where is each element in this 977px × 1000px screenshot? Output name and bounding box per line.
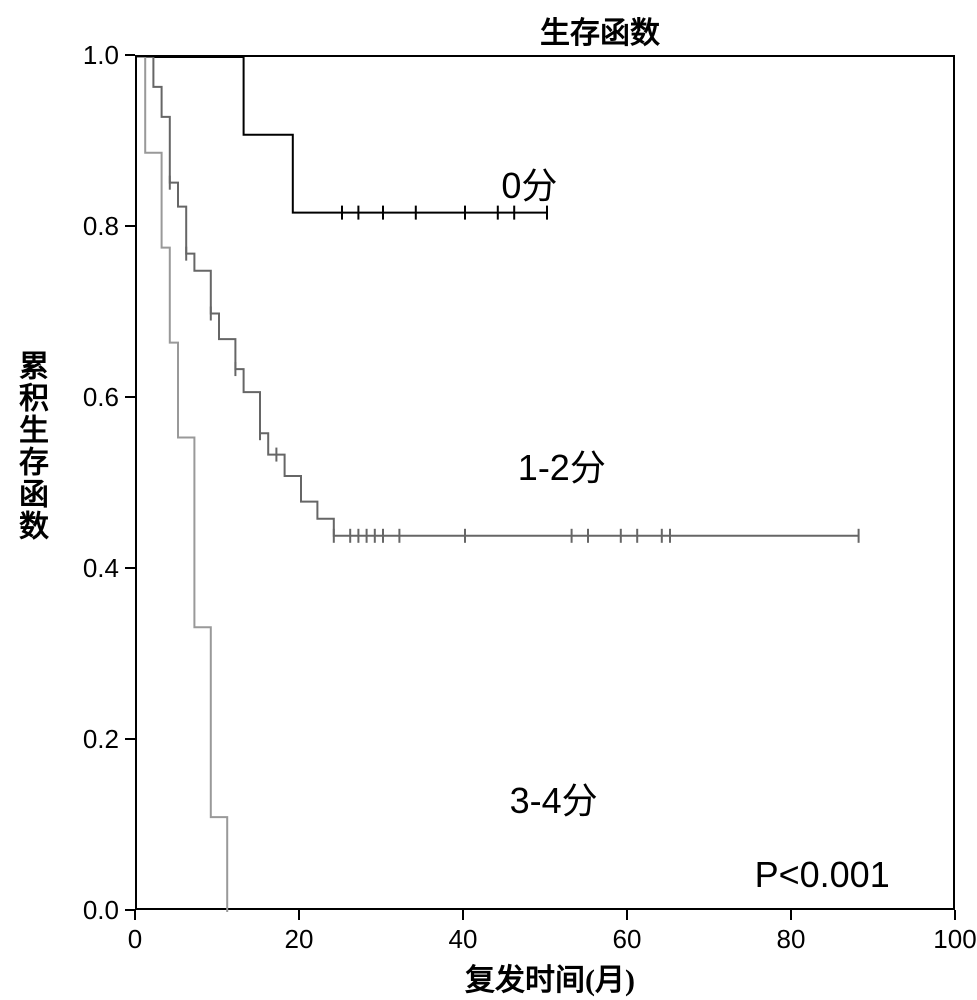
y-tick-label: 0.4 xyxy=(83,553,119,584)
series-group-1-2 xyxy=(137,57,859,536)
y-tick-label: 0.0 xyxy=(83,895,119,926)
x-tick xyxy=(298,910,300,920)
y-tick-label: 0.2 xyxy=(83,724,119,755)
y-tick-label: 1.0 xyxy=(83,40,119,71)
y-tick xyxy=(125,225,135,227)
x-tick-label: 0 xyxy=(105,924,165,955)
x-tick-label: 60 xyxy=(597,924,657,955)
x-tick-label: 20 xyxy=(269,924,329,955)
y-tick xyxy=(125,567,135,569)
x-tick xyxy=(134,910,136,920)
y-tick xyxy=(125,54,135,56)
series-label-group-3-4: 3-4分 xyxy=(510,772,598,824)
x-tick-label: 40 xyxy=(433,924,493,955)
x-tick xyxy=(790,910,792,920)
series-label-group-1-2: 1-2分 xyxy=(518,439,606,491)
chart-title: 生存函数 xyxy=(400,8,800,52)
series-group-3-4 xyxy=(137,57,227,912)
annotation-pvalue: P<0.001 xyxy=(755,854,890,896)
x-tick-label: 80 xyxy=(761,924,821,955)
x-tick xyxy=(954,910,956,920)
y-axis-label: 累积生存函数 xyxy=(8,350,52,542)
x-tick xyxy=(626,910,628,920)
series-label-group-0: 0分 xyxy=(501,157,557,209)
y-tick-label: 0.8 xyxy=(83,211,119,242)
y-tick-label: 0.6 xyxy=(83,382,119,413)
chart-container: 生存函数 累积生存函数 复发时间(月) 0.0 0.2 0.4 0.6 0.8 1.0 0 2… xyxy=(0,0,977,1000)
x-tick xyxy=(462,910,464,920)
y-tick xyxy=(125,396,135,398)
series-group-0 xyxy=(137,57,547,213)
y-tick xyxy=(125,738,135,740)
x-axis-label: 复发时间(月) xyxy=(350,955,750,999)
x-tick-label: 100 xyxy=(925,924,977,955)
